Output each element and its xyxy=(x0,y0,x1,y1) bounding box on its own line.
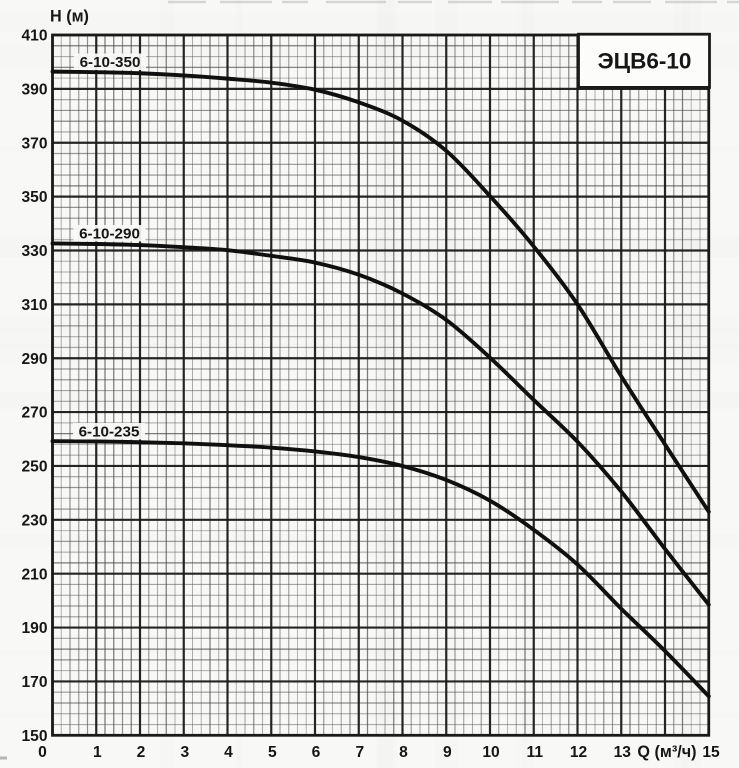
curve-label-6-10-350: 6-10-350 xyxy=(80,54,141,71)
y-tick-label-330: 330 xyxy=(21,243,47,260)
x-tick-label-2: 2 xyxy=(137,744,146,761)
scan-band xyxy=(160,0,175,768)
scan-band xyxy=(0,712,739,717)
y-tick-label-150: 150 xyxy=(21,728,47,745)
y-tick-label-290: 290 xyxy=(21,351,47,368)
y-tick-label-210: 210 xyxy=(21,566,47,583)
x-tick-label-9: 9 xyxy=(443,744,452,761)
chart-title: ЭЦВ6-10 xyxy=(598,49,692,74)
x-tick-label-6: 6 xyxy=(312,744,321,761)
x-tick-label-15: 15 xyxy=(702,744,720,761)
bottom-left-scan-mark xyxy=(0,756,7,760)
y-tick-label-250: 250 xyxy=(21,459,47,476)
x-tick-label-10: 10 xyxy=(482,744,500,761)
pump-curve-6-10-290 xyxy=(50,241,711,607)
y-tick-label-190: 190 xyxy=(21,620,47,637)
curve-label-halo xyxy=(73,225,146,242)
x-tick-label-8: 8 xyxy=(399,744,408,761)
scan-band xyxy=(0,650,739,655)
x-tick-label-3: 3 xyxy=(180,744,189,761)
plot-border xyxy=(51,33,711,737)
x-tick-label-12: 12 xyxy=(570,744,588,761)
pump-curve-6-10-235 xyxy=(50,439,711,699)
x-tick-label-7: 7 xyxy=(355,744,364,761)
y-tick-label-230: 230 xyxy=(21,512,47,529)
x-tick-label-5: 5 xyxy=(268,744,277,761)
x-tick-label-4: 4 xyxy=(224,744,233,761)
y-tick-label-270: 270 xyxy=(21,405,47,422)
chart-title-box: ЭЦВ6-10 xyxy=(577,32,711,89)
minor-grid xyxy=(52,35,709,736)
curve-label-halo xyxy=(74,53,146,70)
y-tick-label-390: 390 xyxy=(21,82,47,99)
curve-label-6-10-235: 6-10-235 xyxy=(79,424,140,441)
scan-band xyxy=(236,0,243,768)
scan-band xyxy=(0,316,739,332)
curve-label-halo xyxy=(73,423,145,440)
curve-label-6-10-290: 6-10-290 xyxy=(79,226,140,243)
axis-tick-labels: 4103903703503303102902702502302101901701… xyxy=(21,28,720,761)
x-tick-label-13: 13 xyxy=(614,744,632,761)
y-tick-label-310: 310 xyxy=(21,297,47,314)
x-tick-label-1: 1 xyxy=(93,744,102,761)
chart-title-box-frame xyxy=(577,32,711,89)
scan-band xyxy=(0,392,739,409)
x-axis-title: Q (м³/ч) xyxy=(637,743,696,761)
pump-curve-6-10-350 xyxy=(50,69,711,514)
x-tick-label-0: 0 xyxy=(38,744,47,761)
scan-band xyxy=(0,13,739,32)
pump-curves xyxy=(50,69,711,699)
scan-band xyxy=(0,534,739,547)
scan-band xyxy=(0,146,739,152)
x-tick-label-11: 11 xyxy=(527,744,544,761)
y-tick-label-410: 410 xyxy=(21,28,47,45)
y-tick-label-370: 370 xyxy=(21,135,47,152)
y-tick-label-170: 170 xyxy=(21,674,47,691)
major-grid xyxy=(51,33,710,737)
y-axis-title: H (м) xyxy=(50,8,89,26)
y-tick-label-350: 350 xyxy=(21,189,47,206)
curve-labels: 6-10-350 6-10-290 6-10-235 xyxy=(73,53,146,441)
